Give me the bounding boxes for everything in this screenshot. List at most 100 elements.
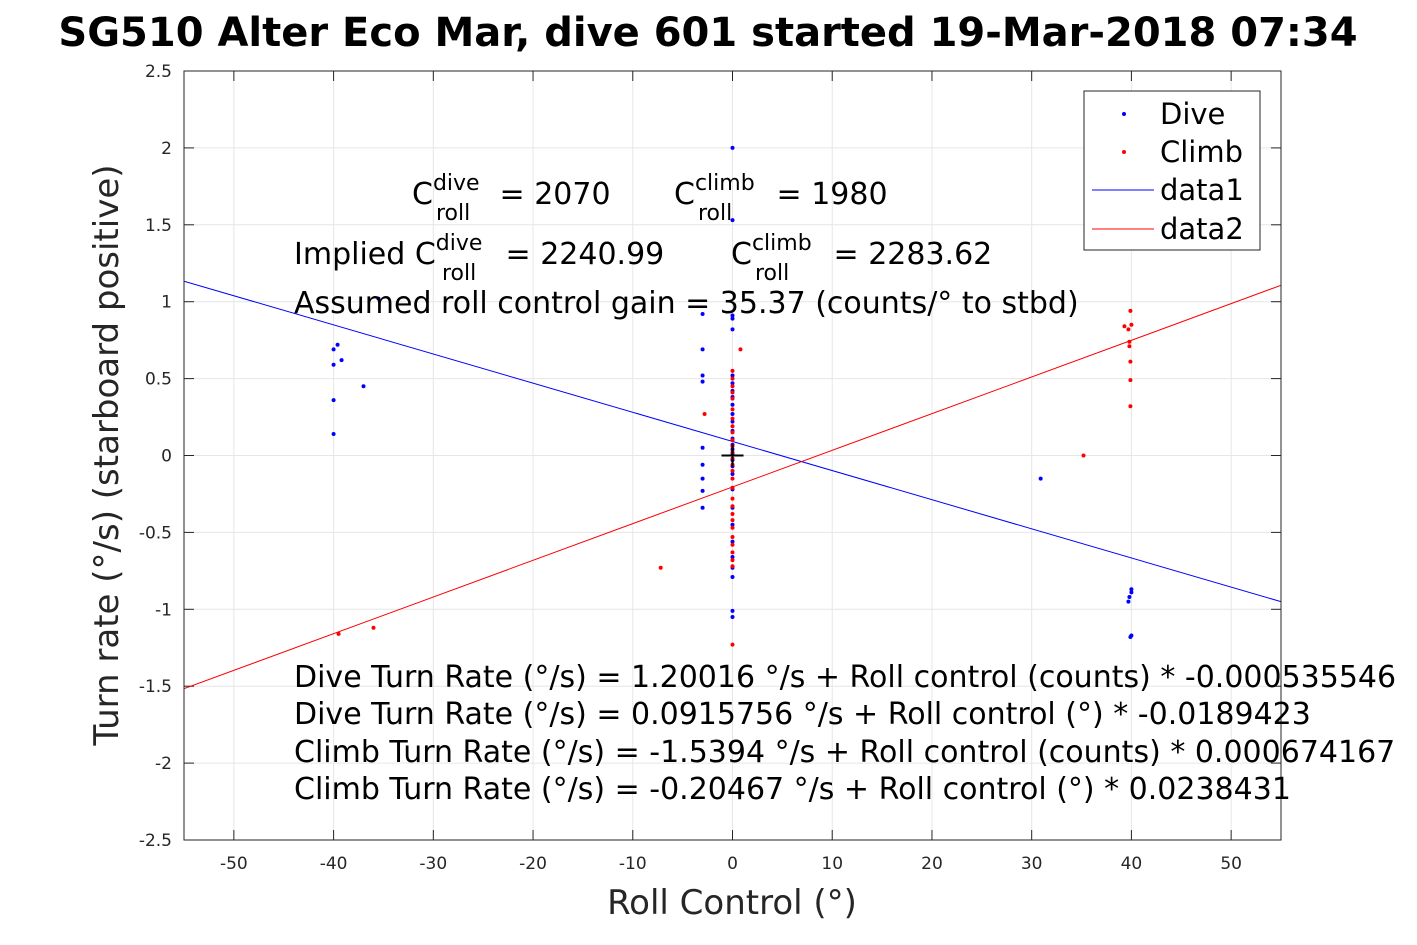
annotation-implied-dive: Implied Cdive roll = 2240.99 (294, 231, 664, 286)
dive-point (331, 362, 336, 367)
x-tick-label: 0 (727, 854, 738, 874)
legend-marker-dive (1122, 112, 1126, 116)
dive-point (1126, 599, 1131, 604)
dive-point (1038, 476, 1043, 481)
climb-point (730, 424, 735, 429)
x-tick-label: 40 (1121, 854, 1143, 874)
dive-point (730, 145, 735, 150)
x-axis-label: Roll Control (°) (607, 883, 857, 923)
climb-point (730, 376, 735, 381)
dive-point (730, 327, 735, 332)
climb-point (730, 390, 735, 395)
dive-point (1129, 590, 1134, 595)
y-tick-label: 1 (161, 293, 172, 313)
climb-point (1081, 453, 1086, 458)
dive-point (700, 379, 705, 384)
dive-point (1128, 634, 1133, 639)
y-tick-label: -2 (155, 754, 172, 774)
annotation-roll-gain: Assumed roll control gain = 35.37 (count… (294, 286, 1079, 321)
climb-point (730, 511, 735, 516)
dive-point (339, 358, 344, 363)
dive-point (730, 575, 735, 580)
dive-point (730, 402, 735, 407)
climb-point (730, 368, 735, 373)
x-tick-label: 20 (921, 854, 943, 874)
climb-point (730, 430, 735, 435)
climb-point (1127, 339, 1132, 344)
dive-point (361, 384, 366, 389)
climb-point (1122, 324, 1127, 329)
dive-point (700, 312, 705, 317)
dive-point (331, 347, 336, 352)
climb-point (1128, 359, 1133, 364)
dive-point (331, 431, 336, 436)
climb-point (730, 564, 735, 569)
climb-point (730, 535, 735, 540)
x-tick-label: -50 (220, 854, 248, 874)
x-tick-label: 30 (1021, 854, 1043, 874)
climb-point (730, 416, 735, 421)
dive-point (730, 555, 735, 560)
origin-marker (721, 444, 744, 467)
climb-point (658, 565, 663, 570)
y-axis-ticks: -2.5 -2 -1.5 -1 -0.5 0 0.5 1 1.5 2 2.5 (139, 62, 1281, 851)
x-tick-label: -30 (419, 854, 447, 874)
climb-point (730, 384, 735, 389)
climb-point (730, 504, 735, 509)
x-tick-label: -40 (320, 854, 348, 874)
dive-point (335, 342, 340, 347)
legend-box (1083, 90, 1261, 251)
climb-point (730, 525, 735, 530)
legend: Dive Climb data1 data2 (1083, 90, 1261, 251)
climb-point (730, 642, 735, 647)
climb-point (730, 468, 735, 473)
dive-point (730, 411, 735, 416)
dive-point (730, 614, 735, 619)
climb-point (730, 396, 735, 401)
climb-point (730, 485, 735, 490)
y-tick-label: 0.5 (145, 370, 172, 390)
y-tick-label: 1.5 (145, 216, 172, 236)
annotation-fit-dive-counts: Dive Turn Rate (°/s) = 1.20016 °/s + Rol… (294, 660, 1396, 695)
y-tick-label: 0 (161, 447, 172, 467)
climb-point (1129, 322, 1134, 327)
climb-point (371, 625, 376, 630)
annotation-implied-climb: Cclimb roll = 2283.62 (731, 231, 992, 286)
legend-label-data2: data2 (1160, 212, 1244, 246)
dive-point (700, 462, 705, 467)
dive-point (730, 218, 735, 223)
climb-point (1128, 404, 1133, 409)
dive-point (730, 522, 735, 527)
axes-frame (183, 70, 1282, 841)
dive-point (376, 296, 381, 301)
climb-point (730, 476, 735, 481)
dive-point (730, 471, 735, 476)
y-tick-label: -1 (155, 600, 172, 620)
climb-point (702, 411, 707, 416)
climb-point (730, 558, 735, 563)
y-tick-label: -2.5 (139, 831, 172, 851)
y-tick-label: 2.5 (145, 62, 172, 82)
dive-point (1127, 594, 1132, 599)
climb-point (730, 407, 735, 412)
climb-point (1128, 308, 1133, 313)
x-tick-label: 10 (821, 854, 843, 874)
x-tick-label: -20 (519, 854, 547, 874)
climb-point (730, 518, 735, 523)
climb-point (730, 542, 735, 547)
climb-point (730, 438, 735, 443)
legend-label-dive: Dive (1160, 97, 1225, 131)
annotation-c-roll-dive: Cdive roll = 2070 (412, 171, 611, 226)
dive-point (331, 398, 336, 403)
dive-point (730, 373, 735, 378)
annotation-fit-dive-degrees: Dive Turn Rate (°/s) = 0.0915756 °/s + R… (294, 697, 1311, 732)
x-axis-ticks: -50 -40 -30 -20 -10 0 10 20 30 40 50 (220, 71, 1242, 874)
dive-point (700, 445, 705, 450)
annotation-fit-climb-degrees: Climb Turn Rate (°/s) = -0.20467 °/s + R… (294, 772, 1291, 807)
chart-title: SG510 Alter Eco Mar, dive 601 started 19… (58, 10, 1357, 56)
dive-point (730, 419, 735, 424)
legend-label-data1: data1 (1160, 173, 1244, 207)
dive-point (730, 381, 735, 386)
annotation-c-roll-climb: Cclimb roll = 1980 (674, 171, 888, 226)
